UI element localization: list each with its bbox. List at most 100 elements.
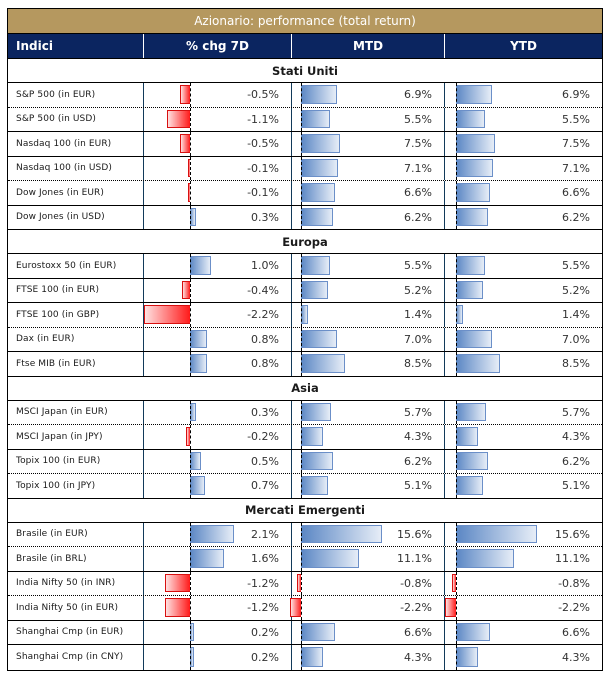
section-header: Mercati Emergenti [8, 499, 602, 523]
cell-ytd: -2.2% [444, 596, 602, 620]
cell-ytd: 5.5% [444, 107, 602, 131]
value-ytd: 6.2% [562, 454, 590, 468]
cell-ytd: 4.3% [444, 645, 602, 670]
cell-ytd: 5.5% [444, 254, 602, 278]
zero-axis-line [301, 278, 302, 302]
value-ytd: 5.1% [562, 479, 590, 493]
positive-bar [456, 329, 493, 348]
section-header: Europa [8, 230, 602, 254]
index-name: Dax (in EUR) [16, 334, 75, 345]
section-header: Stati Uniti [8, 59, 602, 83]
zero-axis-line [456, 547, 457, 571]
positive-bar [456, 183, 491, 202]
table-row: Shanghai Cmp (in EUR) 0.2% 6.6% 6.6% [8, 620, 602, 645]
performance-table: Azionario: performance (total return) In… [7, 8, 603, 671]
zero-axis-line [190, 132, 191, 156]
zero-axis-line [301, 596, 302, 620]
zero-axis-line [190, 645, 191, 670]
cell-chg7d: -0.1% [143, 181, 291, 205]
cell-ytd: 15.6% [444, 522, 602, 546]
cell-mtd: 5.1% [291, 474, 444, 498]
cell-mtd: 8.5% [291, 352, 444, 376]
zero-axis-line [301, 254, 302, 278]
cell-ytd: 7.0% [444, 327, 602, 351]
zero-axis-line [301, 132, 302, 156]
table-title: Azionario: performance (total return) [8, 9, 602, 34]
cell-chg7d: 0.2% [143, 645, 291, 670]
value-chg7d: 0.7% [251, 479, 279, 493]
index-name: Nasdaq 100 (in USD) [16, 163, 112, 174]
positive-bar [301, 427, 324, 446]
cell-ytd: 4.3% [444, 425, 602, 449]
positive-bar [456, 207, 489, 226]
positive-bar [301, 622, 336, 641]
zero-axis-line [456, 278, 457, 302]
positive-bar [190, 549, 224, 568]
zero-axis-line [301, 352, 302, 376]
zero-axis-line [456, 156, 457, 180]
value-ytd: 1.4% [562, 308, 590, 322]
cell-ytd: 6.2% [444, 205, 602, 229]
cell-mtd: 4.3% [291, 645, 444, 670]
zero-axis-line [301, 156, 302, 180]
positive-bar [301, 183, 336, 202]
positive-bar [456, 85, 492, 104]
value-ytd: 7.0% [562, 332, 590, 346]
zero-axis-line [190, 352, 191, 376]
zero-axis-line [456, 571, 457, 595]
cell-mtd: 6.2% [291, 205, 444, 229]
value-chg7d: 0.8% [251, 357, 279, 371]
cell-mtd: 7.5% [291, 132, 444, 156]
cell-chg7d: -1.2% [143, 596, 291, 620]
zero-axis-line [190, 522, 191, 546]
positive-bar [456, 549, 514, 568]
value-chg7d: -0.4% [247, 283, 279, 297]
positive-bar [190, 402, 197, 421]
zero-axis-line [190, 327, 191, 351]
value-mtd: -0.8% [400, 576, 432, 590]
positive-bar [456, 305, 464, 324]
header-indici: Indici [16, 39, 53, 53]
table-row: Brasile (in EUR) 2.1% 15.6% 15.6% [8, 522, 602, 547]
value-chg7d: -1.1% [247, 112, 279, 126]
positive-bar [456, 158, 493, 177]
zero-axis-line [190, 156, 191, 180]
value-ytd: 6.6% [562, 186, 590, 200]
cell-mtd: 5.7% [291, 400, 444, 424]
index-name: Brasile (in EUR) [16, 529, 88, 540]
value-ytd: 5.2% [562, 283, 590, 297]
value-mtd: 8.5% [404, 357, 432, 371]
index-name: FTSE 100 (in GBP) [16, 309, 100, 320]
value-mtd: 5.5% [404, 112, 432, 126]
index-name: Dow Jones (in USD) [16, 212, 105, 223]
negative-bar [164, 573, 190, 592]
zero-axis-line [190, 474, 191, 498]
value-ytd: 4.3% [562, 430, 590, 444]
cell-mtd: 6.6% [291, 181, 444, 205]
cell-mtd: 7.0% [291, 327, 444, 351]
zero-axis-line [301, 205, 302, 229]
index-name: Brasile (in BRL) [16, 553, 87, 564]
zero-axis-line [190, 571, 191, 595]
index-name: Shanghai Cmp (in CNY) [16, 652, 124, 663]
value-mtd: 15.6% [397, 527, 432, 541]
negative-bar [187, 158, 190, 177]
zero-axis-line [456, 205, 457, 229]
cell-ytd: 1.4% [444, 303, 602, 327]
zero-axis-line [456, 327, 457, 351]
cell-ytd: 5.1% [444, 474, 602, 498]
index-name: India Nifty 50 (in EUR) [16, 602, 119, 613]
zero-axis-line [456, 596, 457, 620]
zero-axis-line [456, 352, 457, 376]
value-chg7d: -0.1% [247, 186, 279, 200]
cell-chg7d: 0.8% [143, 327, 291, 351]
value-ytd: 7.5% [562, 137, 590, 151]
table-row: MSCI Japan (in JPY) -0.2% 4.3% 4.3% [8, 425, 602, 450]
cell-mtd: -2.2% [289, 596, 444, 620]
cell-mtd: 5.2% [291, 278, 444, 302]
zero-axis-line [190, 596, 191, 620]
cell-chg7d: 0.3% [143, 400, 291, 424]
table-row: Brasile (in BRL) 1.6% 11.1% 11.1% [8, 547, 602, 572]
zero-axis-line [301, 571, 302, 595]
positive-bar [190, 451, 201, 470]
